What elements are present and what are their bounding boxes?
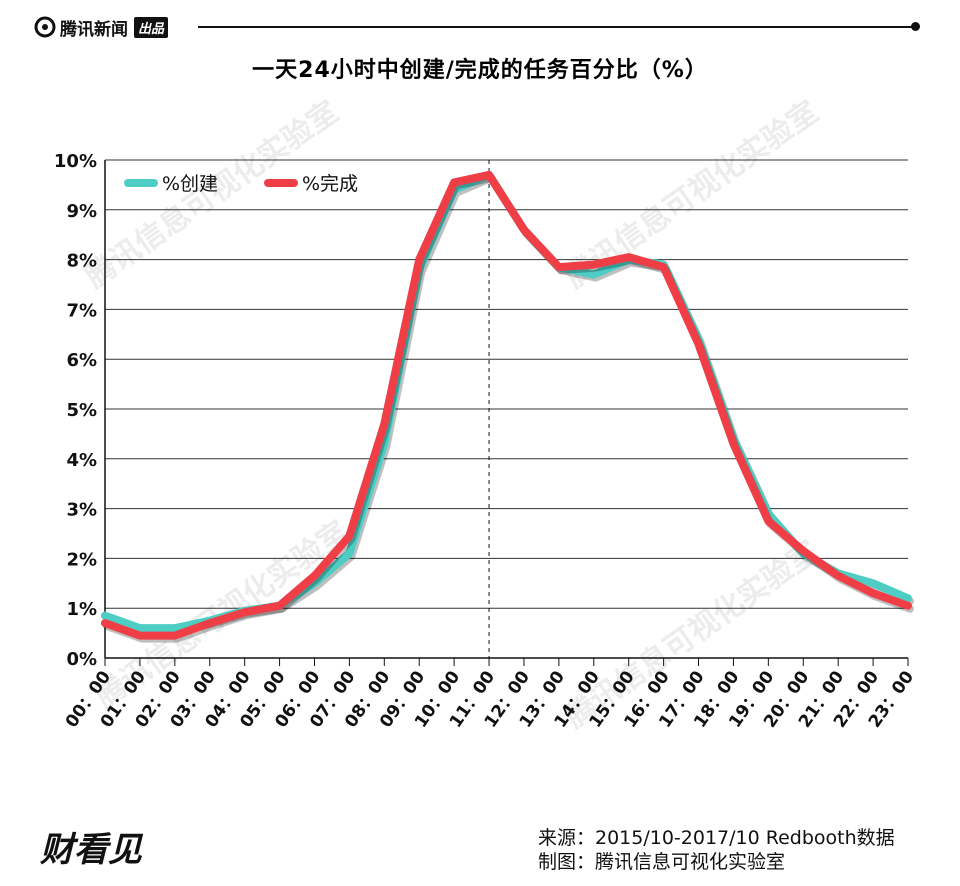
series-line — [101, 170, 912, 640]
y-tick-label: 3% — [66, 500, 97, 521]
source-text: 来源：2015/10-2017/10 Redbooth数据 — [538, 827, 895, 849]
series-shadow — [103, 173, 914, 643]
footer-logo: 财看见 — [40, 822, 142, 871]
brand-mark-icon — [34, 16, 56, 38]
line-chart: 0%1%2%3%4%5%6%7%8%9%10%00：0001：0002：0003… — [54, 151, 918, 732]
brand-logo: 腾讯新闻 出品 — [34, 12, 169, 42]
footer-logo-text: 财看见 — [40, 830, 142, 870]
brand-badge: 出品 — [134, 16, 169, 38]
legend-label: %创建 — [162, 173, 218, 195]
series-shadow — [103, 173, 914, 636]
y-tick-label: 7% — [66, 300, 97, 321]
source-note: 来源：2015/10-2017/10 Redbooth数据 制图：腾讯信息可视化… — [538, 826, 895, 874]
y-tick-label: 10% — [54, 151, 97, 172]
header-dot — [911, 22, 920, 31]
y-tick-label: 5% — [66, 400, 97, 421]
maker-text: 制图：腾讯信息可视化实验室 — [538, 851, 786, 873]
y-tick-label: 2% — [66, 549, 97, 570]
y-tick-label: 8% — [66, 251, 97, 272]
y-tick-label: 4% — [66, 450, 97, 471]
brand-name: 腾讯新闻 — [60, 19, 128, 40]
y-tick-label: 6% — [66, 350, 97, 371]
chart-title: 一天24小时中创建/完成的任务百分比（%） — [252, 58, 708, 83]
y-tick-label: 9% — [66, 201, 97, 222]
legend-label: %完成 — [302, 173, 358, 195]
series-line — [101, 170, 912, 633]
y-tick-label: 1% — [66, 599, 97, 620]
y-tick-label: 0% — [66, 649, 97, 670]
header-rule — [198, 26, 916, 28]
